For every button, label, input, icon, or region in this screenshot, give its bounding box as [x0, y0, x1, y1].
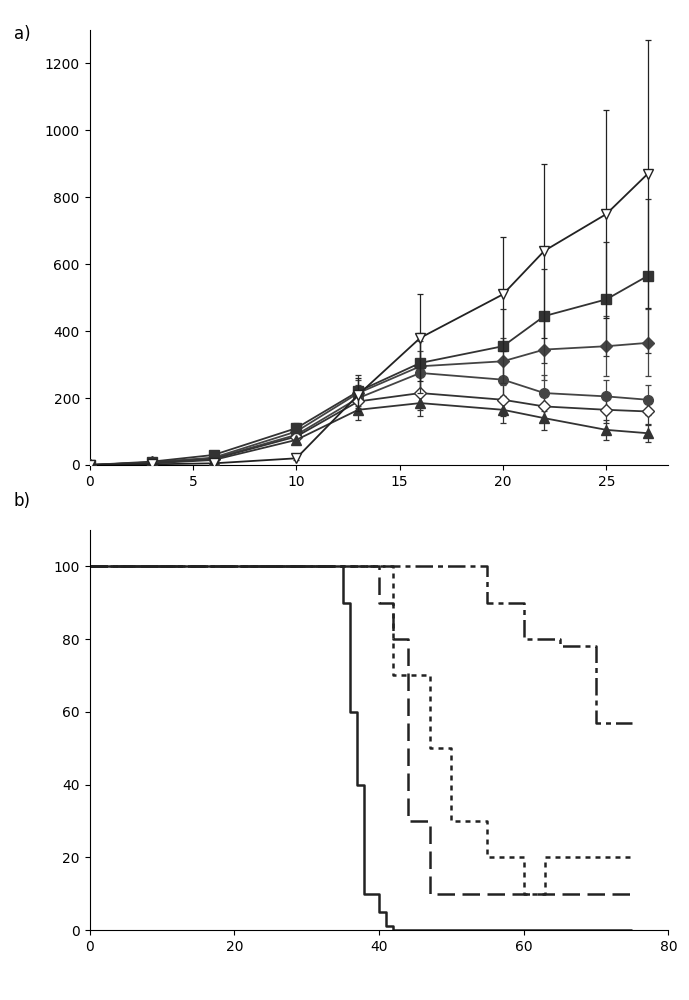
Text: a): a) [14, 25, 30, 43]
Text: b): b) [14, 492, 31, 510]
